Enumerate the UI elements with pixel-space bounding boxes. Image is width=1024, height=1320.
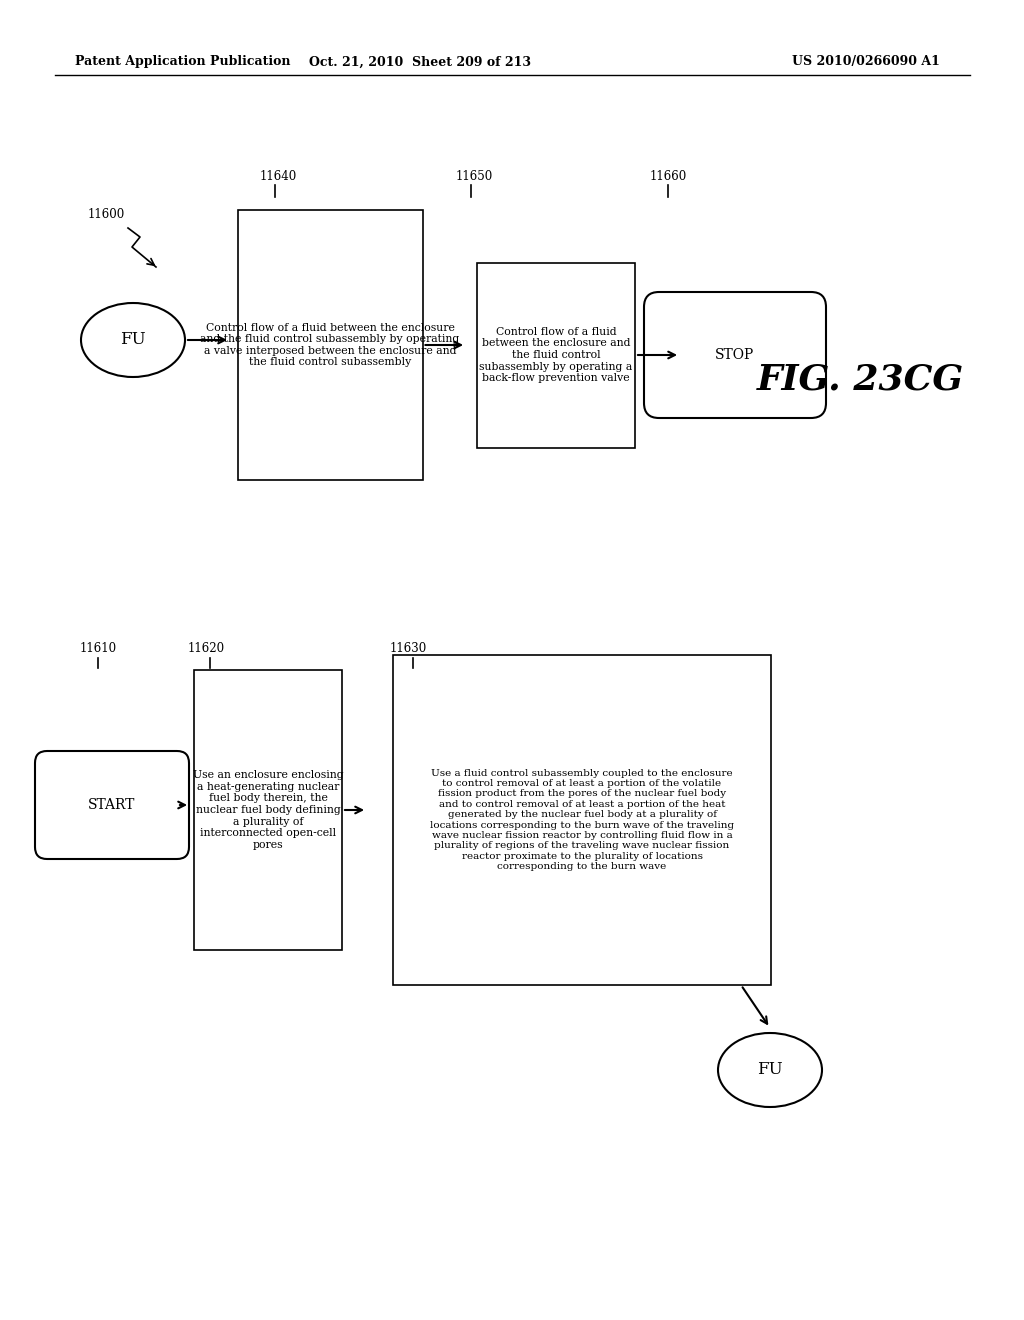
Text: Oct. 21, 2010  Sheet 209 of 213: Oct. 21, 2010 Sheet 209 of 213 bbox=[309, 55, 531, 69]
Text: Use a fluid control subassembly coupled to the enclosure
to control removal of a: Use a fluid control subassembly coupled … bbox=[430, 768, 734, 871]
Text: START: START bbox=[88, 799, 136, 812]
Text: 11660: 11660 bbox=[650, 170, 687, 183]
Text: FU: FU bbox=[120, 331, 145, 348]
Text: 11630: 11630 bbox=[390, 642, 427, 655]
Text: Control flow of a fluid between the enclosure
and the fluid control subassembly : Control flow of a fluid between the encl… bbox=[201, 322, 460, 367]
Text: 11610: 11610 bbox=[80, 642, 117, 655]
Text: 11650: 11650 bbox=[456, 170, 494, 183]
Text: 11600: 11600 bbox=[88, 209, 125, 222]
Text: Control flow of a fluid
between the enclosure and
the fluid control
subassembly : Control flow of a fluid between the encl… bbox=[479, 327, 633, 383]
Text: 11620: 11620 bbox=[188, 642, 225, 655]
Text: STOP: STOP bbox=[716, 348, 755, 362]
Text: FIG. 23CG: FIG. 23CG bbox=[757, 363, 964, 397]
Text: Patent Application Publication: Patent Application Publication bbox=[75, 55, 291, 69]
Text: Use an enclosure enclosing
a heat-generating nuclear
fuel body therein, the
nucl: Use an enclosure enclosing a heat-genera… bbox=[193, 770, 343, 850]
Text: 11640: 11640 bbox=[260, 170, 297, 183]
Text: US 2010/0266090 A1: US 2010/0266090 A1 bbox=[793, 55, 940, 69]
Text: FU: FU bbox=[757, 1061, 782, 1078]
